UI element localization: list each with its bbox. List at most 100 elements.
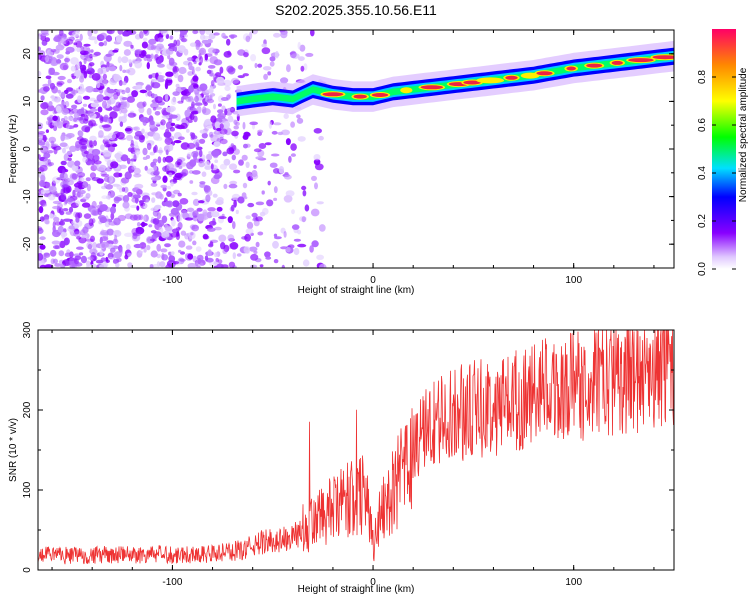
spectrogram-noise-blob [99,32,108,40]
spectrogram-noise-blob [248,246,258,252]
spectrogram-noise-blob [115,35,123,43]
spectrogram-noise-blob [176,231,180,237]
spectrogram-noise-blob [98,215,106,221]
spectrogram-noise-blob [68,225,75,230]
spectrogram-noise-blob [199,56,204,64]
spectrogram-noise-blob [152,218,160,225]
spectrogram-noise-blob [156,261,161,267]
spectrogram-noise-blob [108,221,118,226]
spectrogram-noise-blob [146,168,156,175]
spectrogram-noise-blob [250,173,259,180]
spectrogram-noise-blob [255,156,264,160]
y-tick-label: -10 [22,189,33,204]
spectrogram-noise-blob [83,213,92,219]
spectrogram-noise-blob [129,204,139,209]
spectrogram-noise-blob [196,87,205,92]
spectrogram-noise-blob [119,64,123,72]
spectrogram-noise-blob [165,106,175,113]
spectrogram-noise-blob [61,108,70,115]
spectrogram-noise-blob [283,195,293,203]
spectrogram-noise-blob [151,82,161,89]
spectrogram-noise-blob [56,80,65,86]
spectrogram-noise-blob [122,201,130,209]
spectrogram-noise-blob [110,206,116,214]
spectrogram-noise-blob [198,149,203,158]
spectrogram-noise-blob [207,65,216,69]
spectrogram-noise-blob [298,56,305,61]
spectrogram-noise-blob [197,213,205,222]
spectrogram-noise-blob [79,116,86,124]
spectrogram-noise-blob [159,261,166,268]
spectrogram-noise-blob [38,200,47,206]
spectrogram-noise-blob [195,265,201,268]
spectrogram-noise-blob [167,185,171,190]
spectrogram-noise-blob [54,263,62,267]
spectrogram-noise-blob [290,121,295,128]
spectrogram-noise-blob [119,121,124,127]
spectrogram-noise-blob [164,155,174,163]
spectrogram-noise-blob [261,47,271,55]
spectrogram-noise-blob [157,74,164,82]
spectrogram-noise-blob [122,81,127,86]
spectrogram-noise-blob [148,38,157,45]
y-tick-label: 20 [22,48,33,60]
y-tick-label: -20 [22,237,33,252]
spectrogram-noise-blob [47,162,55,166]
spectrogram-noise-blob [132,187,141,193]
spectrogram-noise-blob [77,95,83,103]
spectrogram-noise-blob [217,109,224,114]
spectrogram-noise-blob [216,76,225,84]
x-tick-label: 100 [565,577,582,588]
x-tick-label: 100 [565,275,582,286]
spectrogram-noise-blob [127,147,133,152]
spectrogram-noise-blob [129,214,138,221]
spectrogram-ridge-peak [400,87,413,94]
spectrogram-noise-blob [157,37,164,43]
spectrogram-noise-blob [233,125,239,130]
spectrogram-noise-blob [60,218,64,226]
spectrogram-noise-blob [250,253,259,261]
spectrogram-noise-blob [150,53,154,60]
spectrogram-noise-blob [213,103,216,110]
spectrogram-noise-blob [62,178,69,187]
spectrogram-noise-blob [164,81,169,90]
spectrogram-noise-blob [130,143,135,148]
colorbar-tick-label: 0.0 [697,262,708,276]
spectrogram-noise-blob [63,202,67,206]
spectrogram-noise-blob [318,224,326,232]
spectrogram-noise-blob [165,263,174,268]
spectrogram-noise-blob [150,176,160,181]
spectrogram-noise-blob [228,261,236,268]
spectrogram-noise-blob [110,161,119,169]
spectrogram-noise-blob [118,172,123,178]
spectrogram-noise-blob [180,96,184,103]
spectrogram-noise-blob [220,97,229,101]
spectrogram-noise-blob [47,78,52,86]
spectrogram-noise-blob [188,85,194,93]
spectrogram-noise-blob [208,243,214,248]
spectrogram-noise-blob [42,83,50,88]
spectrogram-noise-blob [219,136,224,141]
spectrogram-noise-blob [191,224,199,232]
spectrogram-noise-blob [274,236,282,240]
spectrogram-noise-blob [38,134,43,141]
spectrogram-noise-blob [108,66,117,72]
snr-plot-area [38,330,674,565]
spectrogram-noise-blob [157,156,162,164]
snr-ylabel: SNR (10 * v/v) [8,418,19,482]
spectrogram-noise-blob [58,250,65,257]
spectrogram-noise-blob [198,200,205,204]
snr-panel: -100 0 100 0 100 200 300 Height of straight li… [8,321,675,595]
spectrogram-noise-blob [195,262,204,267]
spectrogram-noise-blob [301,185,307,191]
figure-title: S202.2025.355.10.56.E11 [275,2,437,18]
spectrogram-noise-blob [38,248,43,254]
spectrogram-noise-blob [135,84,143,90]
spectrogram-noise-blob [198,53,202,60]
spectrogram-noise-blob [229,180,238,185]
spectrogram-noise-blob [219,123,224,129]
spectrogram-noise-blob [157,63,165,68]
spectrogram-noise-blob [117,56,122,64]
spectrogram-noise-blob [310,208,320,217]
spectrogram-xlabel: Height of straight line (km) [298,285,415,296]
